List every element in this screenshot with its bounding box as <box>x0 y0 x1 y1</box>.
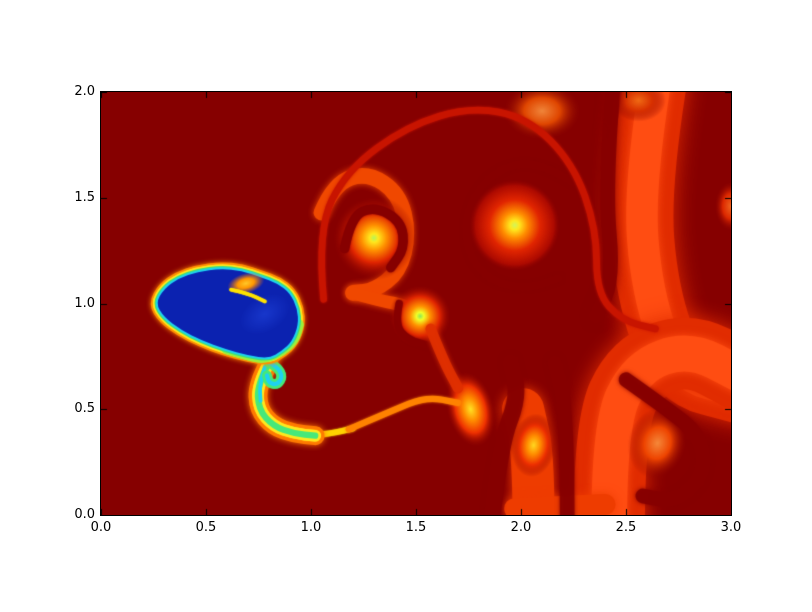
plot-frame <box>100 91 732 516</box>
x-tick-label: 1.0 <box>300 520 322 535</box>
x-tick-label: 1.5 <box>405 520 427 535</box>
x-tick-label: 2.0 <box>510 520 532 535</box>
x-tick-label: 0.0 <box>90 520 112 535</box>
y-tick-label: 1.0 <box>74 295 95 311</box>
x-tick-label: 0.5 <box>195 520 217 535</box>
y-tick-label: 2.0 <box>74 84 95 99</box>
y-tick-label: 1.5 <box>74 189 95 205</box>
x-tick-label: 2.5 <box>615 520 637 535</box>
y-tick-label: 0.5 <box>74 401 95 417</box>
y-tick-label: 0.0 <box>74 507 95 522</box>
heatmap-canvas <box>101 92 731 515</box>
x-tick-label: 3.0 <box>720 520 742 535</box>
